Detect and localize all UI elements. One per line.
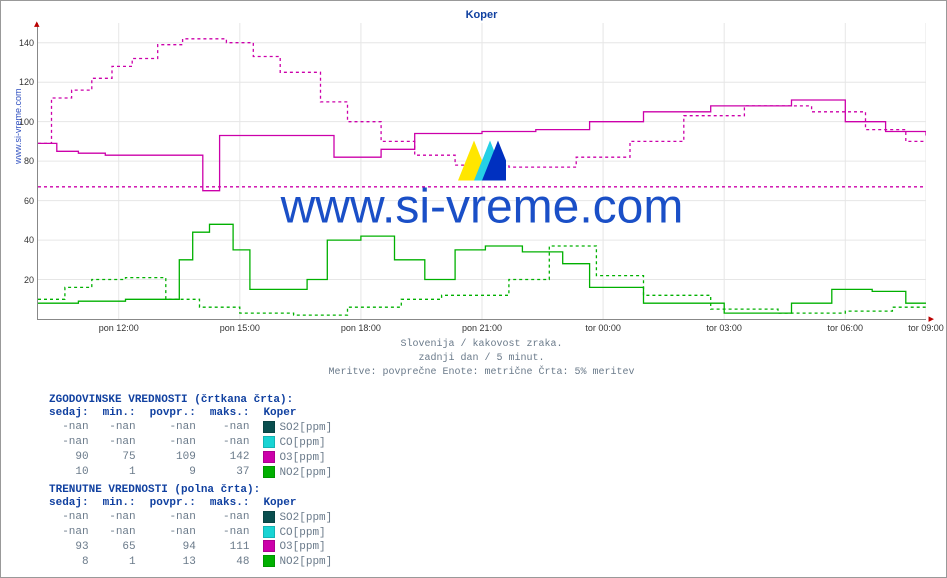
hist-table-title: ZGODOVINSKE VREDNOSTI (črtkana črta): xyxy=(49,394,926,406)
stat-cell: -nan xyxy=(103,510,150,525)
legend-swatch-icon xyxy=(263,555,275,567)
stat-row: -nan-nan-nan-nanCO[ppm] xyxy=(49,525,346,540)
y-tick-label: 140 xyxy=(8,38,34,48)
legend-swatch-icon xyxy=(263,421,275,433)
curr-table: sedaj:min.:povpr.:maks.:Koper-nan-nan-na… xyxy=(49,496,346,570)
chart-title: Koper xyxy=(37,9,926,21)
stat-legend-cell: CO[ppm] xyxy=(263,435,346,450)
stat-cell: -nan xyxy=(103,420,150,435)
legend-swatch-icon xyxy=(263,526,275,538)
stat-cell: 1 xyxy=(103,554,150,569)
caption-line: Slovenija / kakovost zraka. xyxy=(37,338,926,352)
axis-arrow-up-icon: ▴ xyxy=(34,17,40,30)
stat-cell: -nan xyxy=(103,435,150,450)
stat-col-header: min.: xyxy=(103,406,150,420)
legend-swatch-icon xyxy=(263,466,275,478)
stat-cell: 48 xyxy=(210,554,264,569)
stat-row: -nan-nan-nan-nanCO[ppm] xyxy=(49,435,346,450)
y-tick-label: 120 xyxy=(8,77,34,87)
stat-cell: -nan xyxy=(49,510,103,525)
caption-line: Meritve: povprečne Enote: metrične Črta:… xyxy=(37,366,926,380)
stat-legend-cell: NO2[ppm] xyxy=(263,465,346,480)
chart-caption: Slovenija / kakovost zraka.zadnji dan / … xyxy=(37,338,926,380)
stat-cell: -nan xyxy=(103,525,150,540)
stat-col-header: Koper xyxy=(263,406,346,420)
legend-swatch-icon xyxy=(263,511,275,523)
stat-legend-cell: SO2[ppm] xyxy=(263,510,346,525)
stat-col-header: maks.: xyxy=(210,496,264,510)
stat-col-header: maks.: xyxy=(210,406,264,420)
legend-swatch-icon xyxy=(263,451,275,463)
stat-row: -nan-nan-nan-nanSO2[ppm] xyxy=(49,420,346,435)
stat-cell: 13 xyxy=(150,554,210,569)
legend-swatch-icon xyxy=(263,436,275,448)
y-tick-label: 40 xyxy=(8,235,34,245)
stat-cell: 65 xyxy=(103,539,150,554)
stat-legend-cell: SO2[ppm] xyxy=(263,420,346,435)
stat-cell: 75 xyxy=(103,450,150,465)
stat-col-header: Koper xyxy=(263,496,346,510)
stats-tables: ZGODOVINSKE VREDNOSTI (črtkana črta): se… xyxy=(49,394,926,569)
stat-row: 811348NO2[ppm] xyxy=(49,554,346,569)
stat-row: 101937NO2[ppm] xyxy=(49,465,346,480)
stat-cell: -nan xyxy=(210,420,264,435)
stat-col-header: min.: xyxy=(103,496,150,510)
stat-cell: -nan xyxy=(49,435,103,450)
legend-swatch-icon xyxy=(263,540,275,552)
stat-cell: 94 xyxy=(150,539,210,554)
caption-line: zadnji dan / 5 minut. xyxy=(37,352,926,366)
stat-cell: -nan xyxy=(210,435,264,450)
x-tick-label: pon 12:00 xyxy=(99,323,139,333)
stat-col-header: sedaj: xyxy=(49,496,103,510)
stat-cell: 90 xyxy=(49,450,103,465)
stat-cell: -nan xyxy=(210,525,264,540)
stat-row: 936594111O3[ppm] xyxy=(49,539,346,554)
stat-cell: -nan xyxy=(150,525,210,540)
stat-col-header: sedaj: xyxy=(49,406,103,420)
stat-row: -nan-nan-nan-nanSO2[ppm] xyxy=(49,510,346,525)
y-tick-label: 100 xyxy=(8,117,34,127)
stat-col-header: povpr.: xyxy=(150,496,210,510)
stat-cell: -nan xyxy=(210,510,264,525)
x-tick-label: pon 18:00 xyxy=(341,323,381,333)
stat-legend-cell: O3[ppm] xyxy=(263,450,346,465)
y-tick-label: 20 xyxy=(8,275,34,285)
stat-legend-cell: NO2[ppm] xyxy=(263,554,346,569)
y-tick-label: 60 xyxy=(8,196,34,206)
stat-cell: -nan xyxy=(49,420,103,435)
y-axis-label-container: www.si-vreme.com xyxy=(9,9,37,380)
x-tick-label: tor 09:00 xyxy=(908,323,944,333)
stat-cell: -nan xyxy=(150,420,210,435)
x-tick-label: pon 21:00 xyxy=(462,323,502,333)
stat-cell: 8 xyxy=(49,554,103,569)
stat-legend-cell: O3[ppm] xyxy=(263,539,346,554)
stat-cell: -nan xyxy=(49,525,103,540)
stat-col-header: povpr.: xyxy=(150,406,210,420)
stat-cell: 93 xyxy=(49,539,103,554)
chart-plot-area: ▴ ▸ www.si-vreme.com 20406080100120140po… xyxy=(37,23,926,320)
curr-table-title: TRENUTNE VREDNOSTI (polna črta): xyxy=(49,484,926,496)
y-tick-label: 80 xyxy=(8,156,34,166)
stat-cell: 109 xyxy=(150,450,210,465)
hist-table: sedaj:min.:povpr.:maks.:Koper-nan-nan-na… xyxy=(49,406,346,480)
stat-cell: -nan xyxy=(150,435,210,450)
stat-cell: 37 xyxy=(210,465,264,480)
stat-cell: 1 xyxy=(103,465,150,480)
x-tick-label: tor 03:00 xyxy=(706,323,742,333)
stat-cell: 111 xyxy=(210,539,264,554)
stat-cell: 9 xyxy=(150,465,210,480)
stat-row: 9075109142O3[ppm] xyxy=(49,450,346,465)
stat-legend-cell: CO[ppm] xyxy=(263,525,346,540)
stat-cell: 142 xyxy=(210,450,264,465)
stat-cell: -nan xyxy=(150,510,210,525)
stat-cell: 10 xyxy=(49,465,103,480)
x-tick-label: tor 06:00 xyxy=(828,323,864,333)
x-tick-label: tor 00:00 xyxy=(585,323,621,333)
x-tick-label: pon 15:00 xyxy=(220,323,260,333)
chart-frame: www.si-vreme.com Koper ▴ ▸ www.si-vreme. xyxy=(0,0,947,578)
